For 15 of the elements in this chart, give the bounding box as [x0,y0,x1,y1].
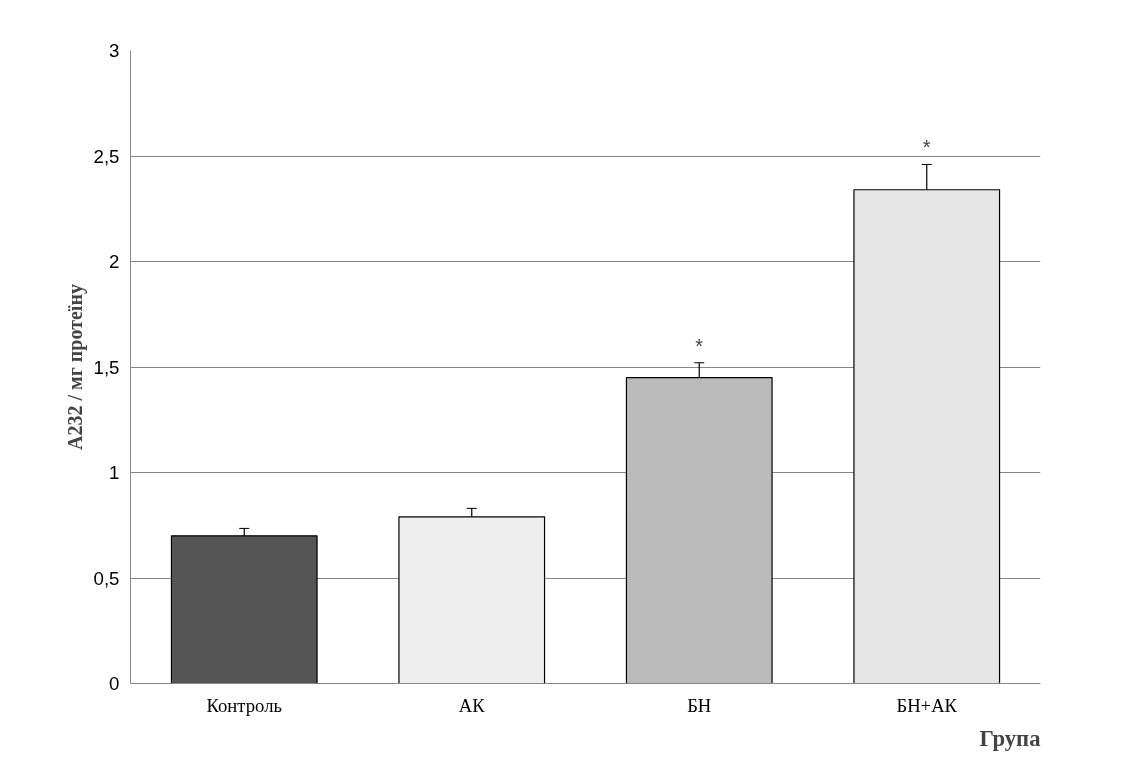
annotation: * [695,334,704,357]
x-tick-label: АК [458,694,486,716]
x-tick-label: БН [687,694,712,716]
x-tick-label: Контроль [206,694,282,716]
y-axis-title: A232 / мг протеїну [63,284,87,450]
y-tick-label: 0,5 [93,567,120,589]
y-tick-label: 2 [109,251,120,272]
annotation: * [922,136,931,159]
y-tick-label: 2,5 [93,145,120,167]
y-tick-label: 1,5 [93,356,120,378]
x-axis-title: Група [979,725,1041,751]
y-tick-label: 3 [109,40,120,61]
y-tick-label: 1 [109,462,120,483]
x-tick-label: БН+АК [896,694,958,716]
y-tick-label: 0 [109,673,120,694]
